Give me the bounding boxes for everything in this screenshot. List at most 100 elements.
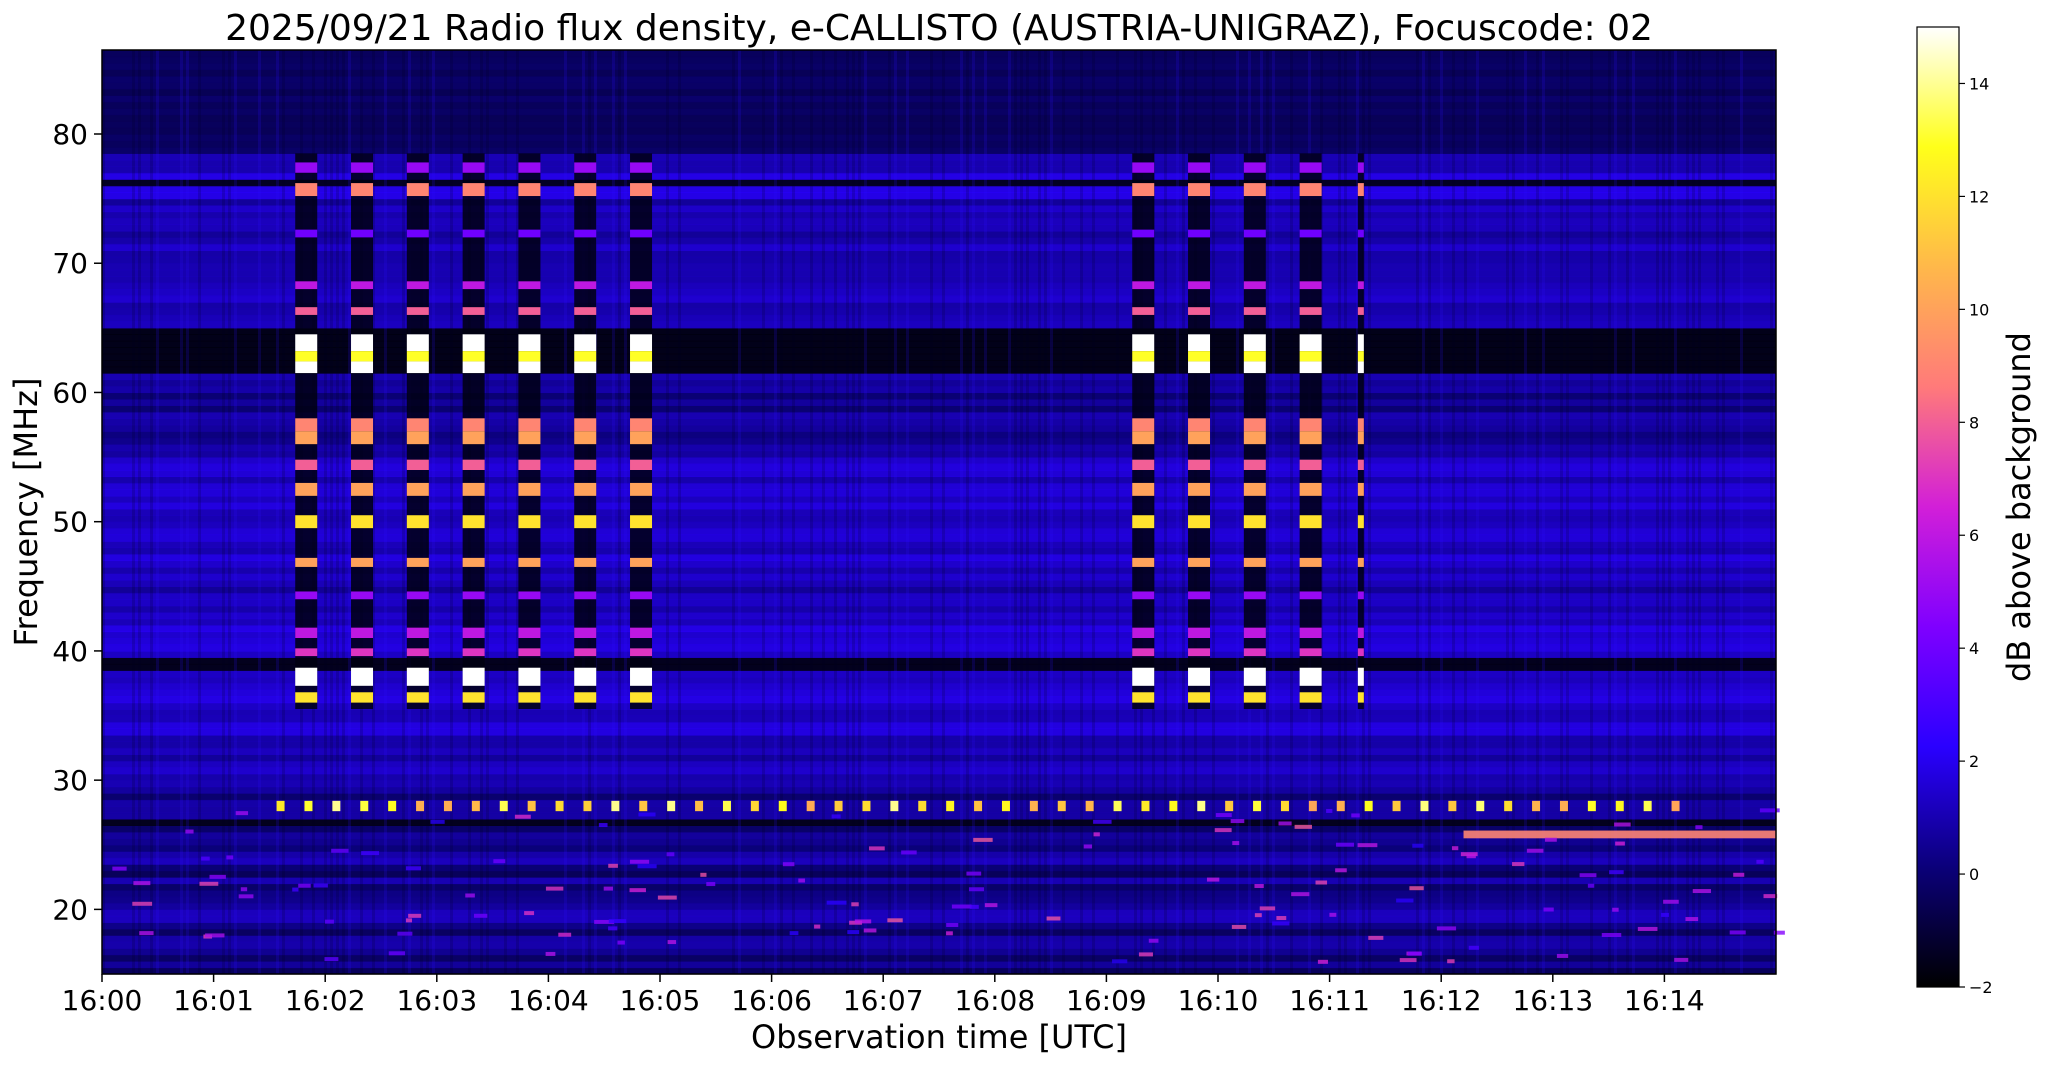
low-freq-blob (473, 913, 488, 918)
burst-band (1357, 459, 1364, 470)
time-stripe (1014, 50, 1017, 974)
time-stripe (1344, 50, 1347, 974)
frequency-band (102, 573, 1776, 581)
low-freq-blob (608, 919, 627, 924)
time-stripe (1116, 50, 1119, 974)
low-freq-blob (789, 931, 799, 936)
low-freq-blob (1206, 877, 1220, 882)
x-tick-label: 16:07 (843, 984, 924, 1017)
time-stripe (186, 50, 189, 974)
frequency-band (102, 935, 1776, 943)
dot-28mhz (1197, 800, 1206, 812)
burst-band (1357, 591, 1364, 600)
time-stripe (1272, 50, 1275, 974)
burst-band (630, 162, 653, 173)
low-freq-blob (1756, 859, 1764, 864)
colorbar-ticks: −2 0 2 4 6 8 10 12 14 (1959, 74, 1993, 997)
low-freq-blob (1759, 808, 1780, 813)
time-stripe (402, 50, 405, 974)
dot-28mhz (1336, 800, 1345, 812)
burst-band (1132, 667, 1155, 686)
time-stripe (822, 50, 825, 974)
time-stripe (1542, 50, 1545, 974)
frequency-band (102, 844, 1776, 852)
burst-band (518, 627, 541, 638)
frequency-band (102, 870, 1776, 878)
frequency-band (102, 198, 1776, 206)
burst-band (295, 418, 318, 432)
low-freq-blob (1254, 913, 1262, 918)
low-freq-blob (1230, 819, 1245, 824)
low-freq-blob (1396, 898, 1414, 903)
frequency-band (102, 366, 1776, 374)
time-stripe (1722, 50, 1725, 974)
frequency-band (102, 605, 1776, 613)
low-freq-blob (851, 902, 859, 907)
frequency-band (102, 954, 1776, 962)
frequency-band (102, 631, 1776, 639)
low-freq-blob (1272, 921, 1290, 926)
low-freq-blob (657, 895, 677, 900)
frequency-band (102, 541, 1776, 549)
burst-band (1132, 183, 1155, 197)
low-freq-blob (1329, 912, 1337, 917)
frequency-band (102, 88, 1776, 96)
time-stripe (1560, 50, 1563, 974)
burst-band (518, 459, 541, 470)
time-stripe (1182, 50, 1185, 974)
time-stripe (1716, 50, 1719, 974)
dot-28mhz (1253, 800, 1262, 812)
low-freq-blob (1259, 906, 1276, 911)
burst-band (1188, 229, 1211, 238)
low-freq-blob (826, 900, 847, 905)
low-freq-blob (782, 862, 795, 867)
frequency-band (102, 146, 1776, 154)
colorbar-tick-label: 4 (1969, 639, 1979, 658)
burst-band (1132, 334, 1155, 352)
frequency-band (102, 902, 1776, 910)
burst-band (1299, 648, 1322, 657)
x-tick-label: 16:01 (173, 984, 254, 1017)
colorbar-tick-label: 12 (1969, 187, 1989, 206)
low-freq-blob (969, 904, 979, 909)
burst-band (1357, 351, 1364, 362)
dot-28mhz (276, 800, 285, 812)
low-freq-blob (901, 850, 917, 855)
burst-band (1243, 557, 1266, 567)
burst-band (351, 692, 374, 703)
time-stripe (1668, 50, 1671, 974)
burst-band (1243, 515, 1266, 529)
time-stripe (834, 50, 837, 974)
low-freq-blob (209, 874, 226, 879)
low-freq-blob (869, 846, 885, 851)
frequency-bands (102, 50, 1776, 975)
frequency-band (102, 961, 1776, 969)
low-freq-blob (1733, 872, 1745, 877)
low-freq-blob (1351, 813, 1360, 818)
frequency-band (102, 205, 1776, 213)
time-stripe (966, 50, 969, 974)
burst-band (462, 183, 485, 197)
low-freq-blob (973, 837, 993, 842)
y-tick-label: 80 (52, 118, 88, 151)
burst-band (574, 648, 597, 657)
time-stripe (1476, 50, 1479, 974)
burst-band (1357, 627, 1364, 638)
burst-band (1188, 667, 1211, 686)
frequency-band (102, 411, 1776, 419)
frequency-band (102, 444, 1776, 452)
frequency-band (102, 528, 1776, 536)
dot-28mhz (1448, 800, 1457, 812)
low-freq-blob (966, 871, 982, 876)
x-axis-label: Observation time [UTC] (751, 1018, 1127, 1056)
burst-band (462, 482, 485, 496)
frequency-band (102, 398, 1776, 406)
burst-band (518, 162, 541, 173)
burst-band (1243, 431, 1266, 445)
frequency-band (102, 618, 1776, 626)
time-stripe (1236, 50, 1239, 974)
burst-band (1243, 482, 1266, 496)
dot-28mhz (918, 800, 927, 812)
frequency-band (102, 327, 1776, 335)
frequency-band (102, 75, 1776, 83)
